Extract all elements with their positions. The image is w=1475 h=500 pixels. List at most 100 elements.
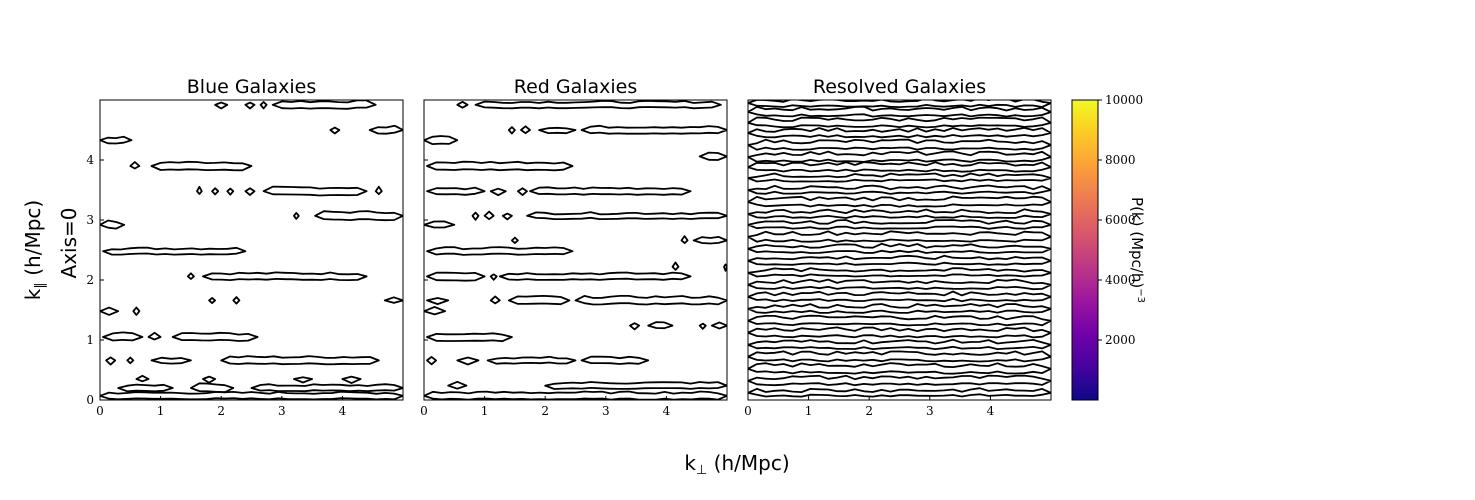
contour-line <box>580 355 650 365</box>
contour-line <box>748 208 1051 219</box>
contour-line <box>383 296 403 304</box>
contour-line <box>150 356 192 365</box>
contour-line <box>698 151 727 161</box>
contour-line <box>190 382 235 394</box>
contour-line <box>147 331 162 341</box>
contour-line <box>293 376 313 384</box>
contour-line <box>150 160 253 172</box>
x-axis-label-main: k <box>684 451 696 475</box>
contour-line <box>748 303 1051 314</box>
contour-line <box>202 375 216 384</box>
y-tick-label: 1 <box>86 333 94 347</box>
contour-line <box>368 124 403 135</box>
panel-resolved-galaxies: Resolved Galaxies 0 1 2 3 4 <box>744 76 1052 418</box>
contour-line <box>748 350 1051 363</box>
contour-line <box>426 246 574 256</box>
contour-line <box>102 331 144 342</box>
contour-line <box>748 267 1051 278</box>
contour-line <box>100 390 403 400</box>
x-axis-ticks: 0 1 2 3 4 <box>744 396 995 418</box>
contour-line <box>447 380 468 390</box>
contour-line <box>748 278 1051 291</box>
contour-layer <box>100 100 403 400</box>
colorbar-bar <box>1071 99 1099 401</box>
contour-line <box>196 185 203 195</box>
contour-line <box>424 390 727 400</box>
contour-line <box>214 101 229 110</box>
contour-line <box>580 124 727 135</box>
x-axis-label-subscript: ⊥ <box>696 463 707 478</box>
contour-line <box>100 135 133 145</box>
colorbar-label: P(k) (Mpc/h)−3 <box>1128 197 1146 303</box>
contour-line <box>517 187 528 196</box>
panel-title: Resolved Galaxies <box>813 76 986 98</box>
contour-line <box>748 219 1051 230</box>
contour-line <box>208 297 216 304</box>
y-tick-label: 0 <box>86 393 94 407</box>
contour-line <box>426 186 486 196</box>
y-axis-label: k∥ (h/Mpc) <box>21 200 48 300</box>
y-axis-ticks <box>424 159 428 401</box>
y-tick-label: 4 <box>86 153 94 167</box>
x-tick-label: 0 <box>744 404 752 418</box>
contour-line <box>501 212 513 221</box>
colorbar-tick-label: 10000 <box>1105 93 1143 107</box>
x-tick-label: 4 <box>663 404 671 418</box>
contour-line <box>486 355 577 365</box>
contour-line <box>538 126 577 135</box>
contour-line <box>374 185 383 195</box>
contour-line <box>544 381 727 390</box>
contour-line <box>483 210 495 221</box>
contour-line <box>244 187 256 196</box>
contour-line <box>698 322 707 330</box>
contour-line <box>426 160 574 172</box>
contour-line <box>748 387 1051 398</box>
contour-line <box>126 356 135 365</box>
contour-line <box>748 172 1051 183</box>
x-tick-label: 3 <box>278 404 286 418</box>
contour-layer <box>748 100 1051 398</box>
x-tick-label: 1 <box>157 404 165 418</box>
contour-line <box>187 272 195 280</box>
contour-line <box>647 321 674 330</box>
y-tick-label: 3 <box>86 213 94 227</box>
contour-line <box>748 326 1051 339</box>
contour-line <box>117 383 174 393</box>
x-tick-label: 2 <box>541 404 549 418</box>
x-tick-label: 0 <box>96 404 104 418</box>
x-tick-label: 3 <box>926 404 934 418</box>
x-tick-label: 4 <box>987 404 995 418</box>
contour-layer <box>424 100 727 400</box>
contour-line <box>232 296 241 305</box>
contour-line <box>680 235 689 244</box>
panel-title: Red Galaxies <box>514 76 638 98</box>
contour-line <box>489 295 501 305</box>
contour-line <box>471 211 480 221</box>
contour-line <box>629 322 640 331</box>
contour-line <box>202 271 368 281</box>
colorbar-tick-label: 6000 <box>1105 213 1136 227</box>
contour-line <box>474 100 722 110</box>
x-axis-ticks: 0 1 2 3 4 <box>96 396 347 418</box>
contour-line <box>507 295 571 306</box>
x-tick-label: 1 <box>805 404 813 418</box>
contour-line <box>271 100 377 110</box>
y-axis-label-subscript: ∥ <box>33 282 48 289</box>
contour-line <box>498 271 692 281</box>
plot-frame <box>99 99 404 401</box>
contour-line <box>426 271 486 282</box>
contour-line <box>220 355 380 366</box>
contour-line <box>748 105 1051 118</box>
contour-line <box>456 356 480 366</box>
contour-line <box>456 100 469 109</box>
contour-line <box>244 101 256 110</box>
contour-line <box>511 236 519 244</box>
contour-line <box>424 135 459 145</box>
contour-line <box>262 185 368 197</box>
contour-line <box>489 273 498 281</box>
contour-line <box>671 261 680 271</box>
contour-line <box>314 210 403 222</box>
contour-line <box>226 187 235 196</box>
colorbar-ticks: 2000 4000 6000 8000 10000 <box>1098 93 1143 347</box>
